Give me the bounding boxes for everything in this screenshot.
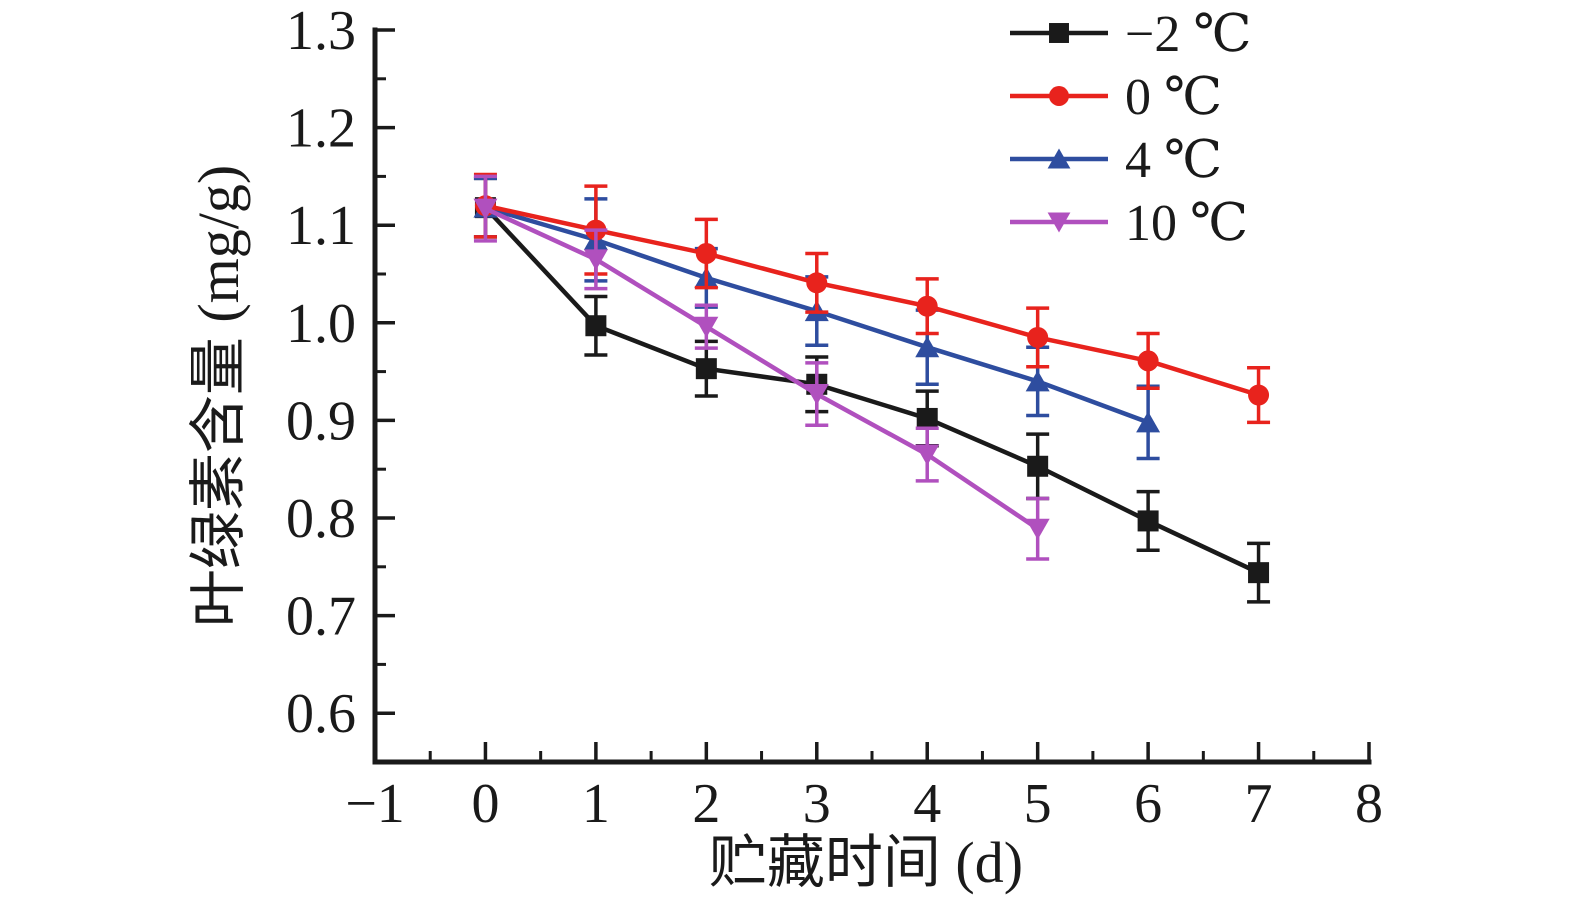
series-marker	[583, 249, 608, 271]
legend-label: 10 ℃	[1125, 195, 1248, 252]
legend-marker-triangle-up	[1047, 148, 1071, 169]
x-tick-label: −1	[345, 773, 405, 835]
legend-marker-square	[1049, 23, 1069, 43]
series-marker	[1248, 384, 1270, 406]
series-marker	[473, 198, 498, 220]
series-marker	[806, 272, 828, 294]
series-line	[484, 203, 1260, 398]
series-marker	[915, 336, 940, 358]
series-marker	[695, 243, 717, 265]
x-tick-label: 8	[1355, 773, 1383, 835]
legend-label: 4 ℃	[1125, 132, 1222, 189]
x-axis-title: 贮藏时间 (d)	[709, 830, 1023, 895]
series-marker	[1025, 518, 1050, 540]
series-line	[484, 206, 1039, 531]
x-tick-label: 2	[692, 773, 720, 835]
y-axis-title: 叶绿素含量 (mg/g)	[186, 165, 251, 627]
legend-marker-circle	[1049, 86, 1069, 106]
y-tick-label: 1.2	[286, 98, 356, 160]
series-marker	[1027, 326, 1049, 348]
x-tick-label: 4	[913, 773, 941, 835]
series-marker	[1027, 455, 1049, 477]
series-marker	[1137, 510, 1159, 532]
series-marker	[1137, 350, 1159, 372]
legend-label: 0 ℃	[1125, 69, 1222, 126]
series-marker	[804, 384, 829, 406]
y-tick-label: 0.6	[286, 683, 356, 745]
series-marker	[1248, 562, 1270, 584]
x-tick-label: 6	[1134, 773, 1162, 835]
y-tick-label: 0.8	[286, 488, 356, 550]
series-marker	[915, 444, 940, 466]
series-marker	[1025, 370, 1050, 392]
x-tick-label: 1	[582, 773, 610, 835]
series-line	[483, 206, 1260, 575]
y-tick-label: 0.9	[286, 390, 356, 452]
series-marker	[1136, 411, 1161, 433]
y-tick-label: 1.1	[286, 195, 356, 257]
x-tick-label: 0	[471, 773, 499, 835]
x-tick-label: 3	[803, 773, 831, 835]
legend-marker-triangle-down	[1047, 212, 1071, 233]
y-tick-label: 1.0	[286, 293, 356, 355]
x-tick-label: 7	[1245, 773, 1273, 835]
series-marker	[694, 316, 719, 338]
y-tick-label: 1.3	[286, 0, 356, 62]
series-marker	[585, 315, 607, 337]
series-marker	[916, 407, 938, 429]
x-tick-label: 5	[1024, 773, 1052, 835]
series-marker	[695, 358, 717, 380]
legend-label: −2 ℃	[1125, 6, 1252, 63]
y-tick-label: 0.7	[286, 586, 356, 648]
series-marker	[916, 295, 938, 317]
